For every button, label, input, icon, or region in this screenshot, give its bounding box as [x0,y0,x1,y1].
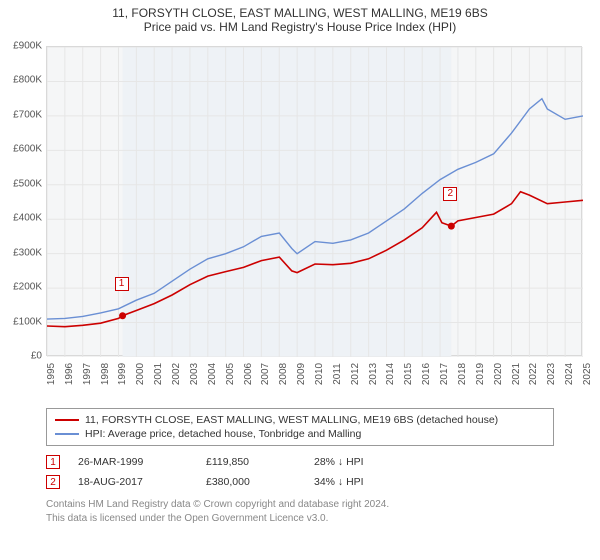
y-tick-label: £0 [0,351,42,362]
x-tick-label: 2007 [260,354,271,394]
sale-date: 26-MAR-1999 [78,456,188,468]
plot-region [46,46,582,356]
x-tick-label: 2011 [332,354,343,394]
sale-delta: 28% ↓ HPI [314,456,364,468]
legend: 11, FORSYTH CLOSE, EAST MALLING, WEST MA… [46,408,554,446]
x-tick-label: 2022 [528,354,539,394]
title-block: 11, FORSYTH CLOSE, EAST MALLING, WEST MA… [0,0,600,34]
sale-delta: 34% ↓ HPI [314,476,364,488]
page-root: 11, FORSYTH CLOSE, EAST MALLING, WEST MA… [0,0,600,560]
sale-marker-icon: 2 [46,475,60,489]
x-tick-label: 2019 [475,354,486,394]
legend-swatch-hpi [55,433,79,435]
sale-marker-box: 1 [115,277,129,291]
y-tick-label: £100K [0,316,42,327]
title-line-1: 11, FORSYTH CLOSE, EAST MALLING, WEST MA… [0,6,600,20]
footer-line-1: Contains HM Land Registry data © Crown c… [46,498,554,512]
sale-marker-icon: 1 [46,455,60,469]
x-tick-label: 1995 [46,354,57,394]
title-line-2: Price paid vs. HM Land Registry's House … [0,20,600,34]
x-tick-label: 2012 [350,354,361,394]
x-tick-label: 1996 [64,354,75,394]
chart-svg [47,47,583,357]
sale-marker-box: 2 [443,187,457,201]
x-tick-label: 2018 [457,354,468,394]
x-tick-label: 2003 [189,354,200,394]
y-tick-label: £400K [0,213,42,224]
x-tick-label: 2023 [546,354,557,394]
x-tick-label: 2016 [421,354,432,394]
legend-swatch-property [55,419,79,421]
legend-row: HPI: Average price, detached house, Tonb… [55,427,545,441]
x-tick-label: 2020 [493,354,504,394]
x-tick-label: 2000 [135,354,146,394]
x-tick-label: 2013 [368,354,379,394]
x-tick-label: 2006 [243,354,254,394]
y-tick-label: £600K [0,144,42,155]
y-tick-label: £500K [0,178,42,189]
x-tick-label: 2005 [225,354,236,394]
x-tick-label: 2009 [296,354,307,394]
x-tick-label: 2002 [171,354,182,394]
chart-area: £0 £100K £200K £300K £400K £500K £600K £700K £80… [0,34,600,404]
legend-label-hpi: HPI: Average price, detached house, Tonb… [85,428,361,440]
y-tick-label: £700K [0,109,42,120]
sales-table: 1 26-MAR-1999 £119,850 28% ↓ HPI 2 18-AU… [46,452,554,492]
legend-row: 11, FORSYTH CLOSE, EAST MALLING, WEST MA… [55,413,545,427]
x-tick-label: 2008 [278,354,289,394]
y-tick-label: £300K [0,247,42,258]
x-tick-label: 1997 [82,354,93,394]
y-tick-label: £900K [0,41,42,52]
x-tick-label: 2014 [385,354,396,394]
x-tick-label: 2010 [314,354,325,394]
y-tick-label: £800K [0,75,42,86]
sale-date: 18-AUG-2017 [78,476,188,488]
x-tick-label: 1998 [100,354,111,394]
x-tick-label: 2017 [439,354,450,394]
footer-line-2: This data is licensed under the Open Gov… [46,512,554,526]
x-tick-label: 2004 [207,354,218,394]
x-tick-label: 2015 [403,354,414,394]
x-tick-label: 2025 [582,354,593,394]
y-tick-label: £200K [0,282,42,293]
x-tick-label: 1999 [117,354,128,394]
x-tick-label: 2024 [564,354,575,394]
legend-label-property: 11, FORSYTH CLOSE, EAST MALLING, WEST MA… [85,414,498,426]
footer: Contains HM Land Registry data © Crown c… [46,498,554,525]
sale-price: £119,850 [206,456,296,468]
x-tick-label: 2021 [511,354,522,394]
sale-row: 2 18-AUG-2017 £380,000 34% ↓ HPI [46,472,554,492]
sale-row: 1 26-MAR-1999 £119,850 28% ↓ HPI [46,452,554,472]
x-tick-label: 2001 [153,354,164,394]
sale-price: £380,000 [206,476,296,488]
